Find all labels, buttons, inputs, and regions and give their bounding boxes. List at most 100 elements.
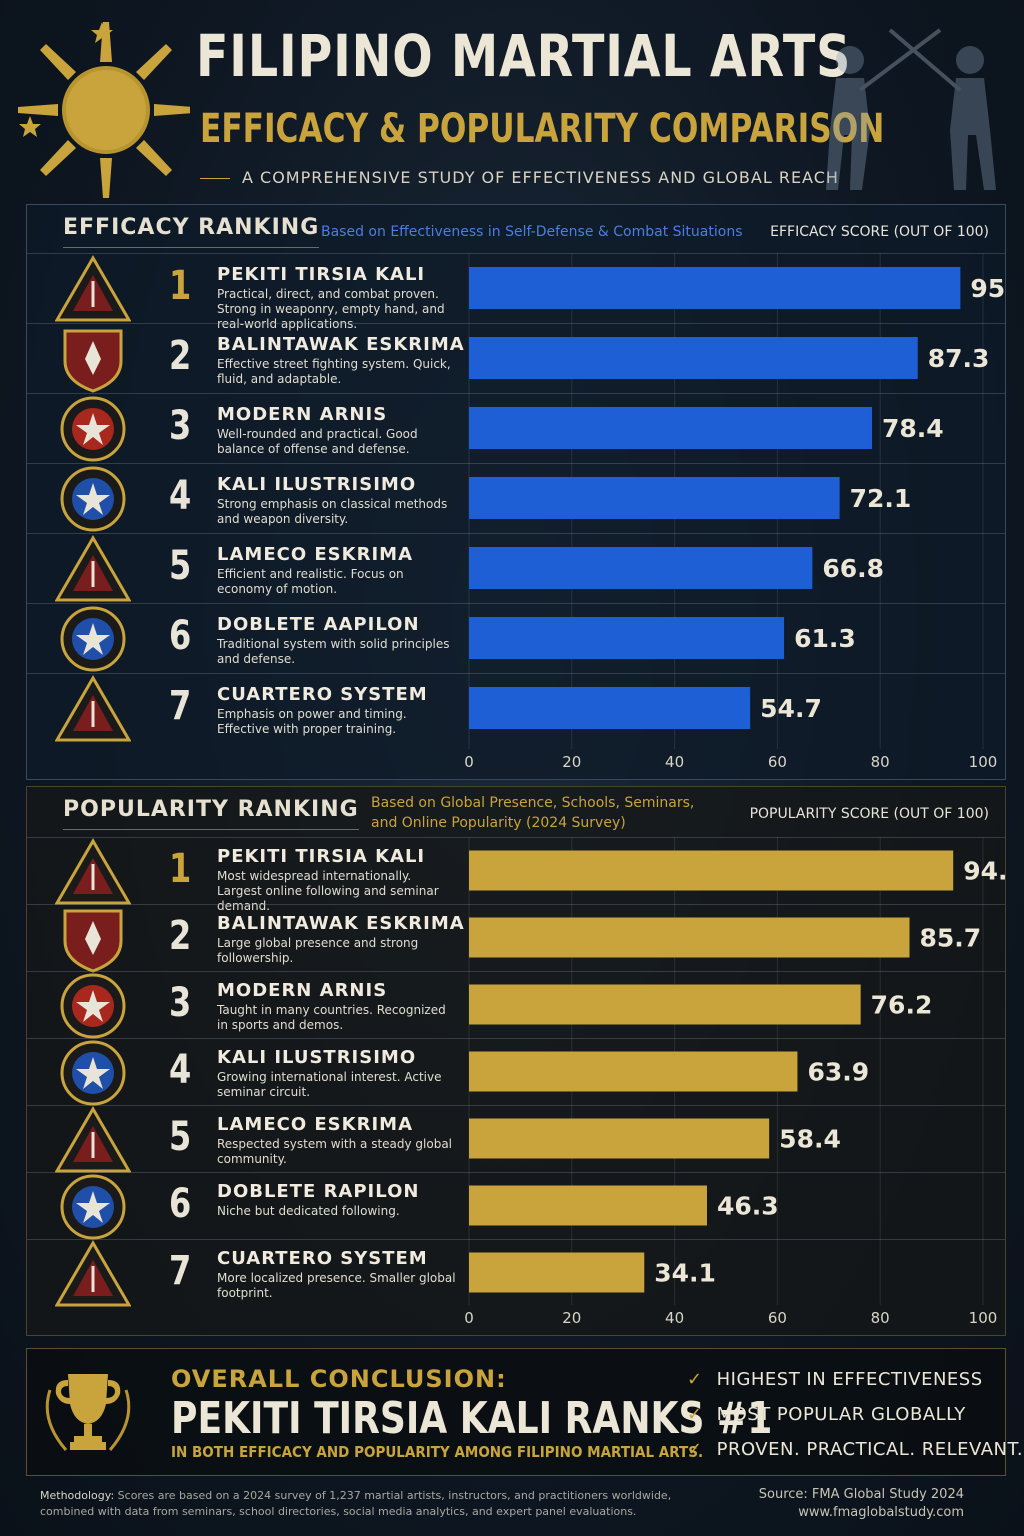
header: FILIPINO MARTIAL ARTS EFFICACY & POPULAR… [0,0,1024,200]
axis-tick-label: 40 [665,753,684,771]
system-name: BALINTAWAK ESKRIMA [217,913,465,934]
efficacy-title: EFFICACY RANKING [63,215,320,248]
axis-tick-label: 100 [969,1309,998,1327]
check-text: PROVEN. PRACTICAL. RELEVANT. [716,1439,1024,1460]
system-name: MODERN ARNIS [217,404,388,425]
axis-tick-label: 100 [969,753,998,771]
check-text: HIGHEST IN EFFECTIVENESS [716,1369,983,1390]
bar-value-label: 66.8 [822,554,884,583]
system-description: Efficient and realistic. Focus on econom… [217,567,404,596]
axis-tick-label: 20 [562,1309,581,1327]
conclusion-headline: PEKITI TIRSIA KALI RANKS #1 [171,1393,773,1444]
check-item: ✓ HIGHEST IN EFFECTIVENESS [687,1369,1023,1404]
system-description: Well-rounded and practical. Good balance… [217,427,418,456]
rank-number: 7 [169,1247,192,1294]
axis-tick-label: 0 [464,753,474,771]
system-description: Emphasis on power and timing. Effective … [217,707,407,736]
rank-number: 4 [169,473,192,519]
ranking-row: 7 CUARTERO SYSTEM Emphasis on power and ti… [27,673,1005,744]
tagline: A COMPREHENSIVE STUDY OF EFFECTIVENESS A… [200,168,839,187]
system-description: Respected system with a steady global co… [217,1137,453,1166]
system-name: PEKITI TIRSIA KALI [217,264,426,285]
shield-emblem-icon [55,905,131,973]
triangle-emblem-icon [54,535,132,603]
methodology-note: Methodology: Scores are based on a 2024 … [40,1488,720,1520]
methodology-label: Methodology: [40,1489,115,1502]
tagline-text: A COMPREHENSIVE STUDY OF EFFECTIVENESS A… [242,168,839,187]
rank-number: 2 [169,912,192,959]
methodology-text: Scores are based on a 2024 survey of 1,2… [40,1489,672,1518]
circle-star-emblem-icon [55,972,131,1040]
system-description: Large global presence and strong followe… [217,936,419,965]
bar-value-label: 46.3 [717,1192,779,1221]
checkmark-icon: ✓ [687,1369,703,1390]
chart-bar [469,337,918,379]
popularity-title: POPULARITY RANKING [63,797,359,830]
popularity-score-label: POPULARITY SCORE (OUT OF 100) [749,806,989,822]
source-block: Source: FMA Global Study 2024 www.fmaglo… [759,1486,964,1522]
axis-tick-label: 40 [665,1309,684,1327]
system-name: LAMECO ESKRIMA [217,1114,413,1135]
page-subtitle: EFFICACY & POPULARITY COMPARISON [200,106,885,152]
bar-value-label: 61.3 [794,624,856,653]
check-item: ✓ MOST POPULAR GLOBALLY [687,1404,1023,1439]
rank-number: 3 [169,979,192,1026]
philippine-sun-icon [18,22,190,198]
ranking-row: 6 DOBLETE RAPILON Niche but dedicated foll… [27,1172,1005,1240]
page-title: FILIPINO MARTIAL ARTS [196,22,852,90]
rank-number: 1 [169,845,192,892]
chart-bar [469,984,861,1025]
system-name: KALI ILUSTRISIMO [217,1047,417,1068]
system-name: BALINTAWAK ESKRIMA [217,334,465,355]
axis-tick-label: 20 [562,753,581,771]
trophy-icon [45,1374,131,1451]
circle-star-emblem-icon [55,1173,131,1241]
ranking-row: 6 DOBLETE AAPILON Traditional system with … [27,603,1005,674]
efficacy-chart: 0 20 40 60 80 100 95.6 87.3 78.4 72.1 66.8 61.3 54.7 [464,253,1005,771]
system-name: MODERN ARNIS [217,980,388,1001]
bar-value-label: 94.2 [963,857,1005,886]
ranking-row: 2 BALINTAWAK ESKRIMA Large global presence… [27,904,1005,973]
system-description: Effective street fighting system. Quick,… [217,357,451,386]
system-description: More localized presence. Smaller global … [217,1271,456,1300]
system-name: DOBLETE AAPILON [217,614,420,635]
triangle-emblem-icon [54,675,132,743]
chart-bar [469,1118,770,1159]
popularity-note: Based on Global Presence, Schools, Semin… [371,793,694,833]
rank-number: 6 [169,1180,192,1227]
bar-value-label: 78.4 [882,414,944,443]
bar-value-label: 95.6 [970,274,1005,303]
conclusion-subtext: IN BOTH EFFICACY AND POPULARITY AMONG FI… [171,1443,704,1461]
chart-bar [469,1051,798,1092]
system-description: Practical, direct, and combat proven. St… [217,287,445,331]
efficacy-note: Based on Effectiveness in Self-Defense &… [321,224,743,240]
bar-value-label: 72.1 [850,484,912,513]
bar-value-label: 85.7 [919,924,981,953]
bar-value-label: 63.9 [807,1058,869,1087]
ranking-row: 4 KALI ILUSTRISIMO Growing international i… [27,1038,1005,1106]
chart-bar [469,917,910,958]
check-item: ✓ PROVEN. PRACTICAL. RELEVANT. [687,1439,1023,1474]
ranking-row: 1 PEKITI TIRSIA KALI Most widespread inter… [27,837,1005,913]
shield-emblem-icon [55,325,131,393]
source-text: Source: FMA Global Study 2024 [758,1487,964,1502]
chart-bar [469,547,813,589]
rank-number: 2 [169,333,192,379]
popularity-panel: POPULARITY RANKING Based on Global Prese… [26,786,1006,1336]
ranking-row: 1 PEKITI TIRSIA KALI Practical, direct, an… [27,253,1005,331]
ranking-row: 5 LAMECO ESKRIMA Efficient and realistic. … [27,533,1005,604]
rank-number: 1 [169,263,192,309]
system-name: KALI ILUSTRISIMO [217,474,417,495]
ranking-row: 5 LAMECO ESKRIMA Respected system with a s… [27,1105,1005,1173]
axis-tick-label: 60 [768,1309,787,1327]
system-description: Most widespread internationally. Largest… [217,869,439,913]
rank-number: 6 [169,613,192,659]
conclusion-label: OVERALL CONCLUSION: [171,1365,507,1393]
popularity-note-line2: and Online Popularity (2024 Survey) [371,815,626,831]
efficacy-score-label: EFFICACY SCORE (OUT OF 100) [770,224,989,240]
circle-star-emblem-icon [55,605,131,673]
chart-bar [469,1185,707,1226]
triangle-emblem-icon [54,837,132,906]
bar-value-label: 87.3 [928,344,990,373]
ranking-row: 3 MODERN ARNIS Well-rounded and practical.… [27,393,1005,464]
